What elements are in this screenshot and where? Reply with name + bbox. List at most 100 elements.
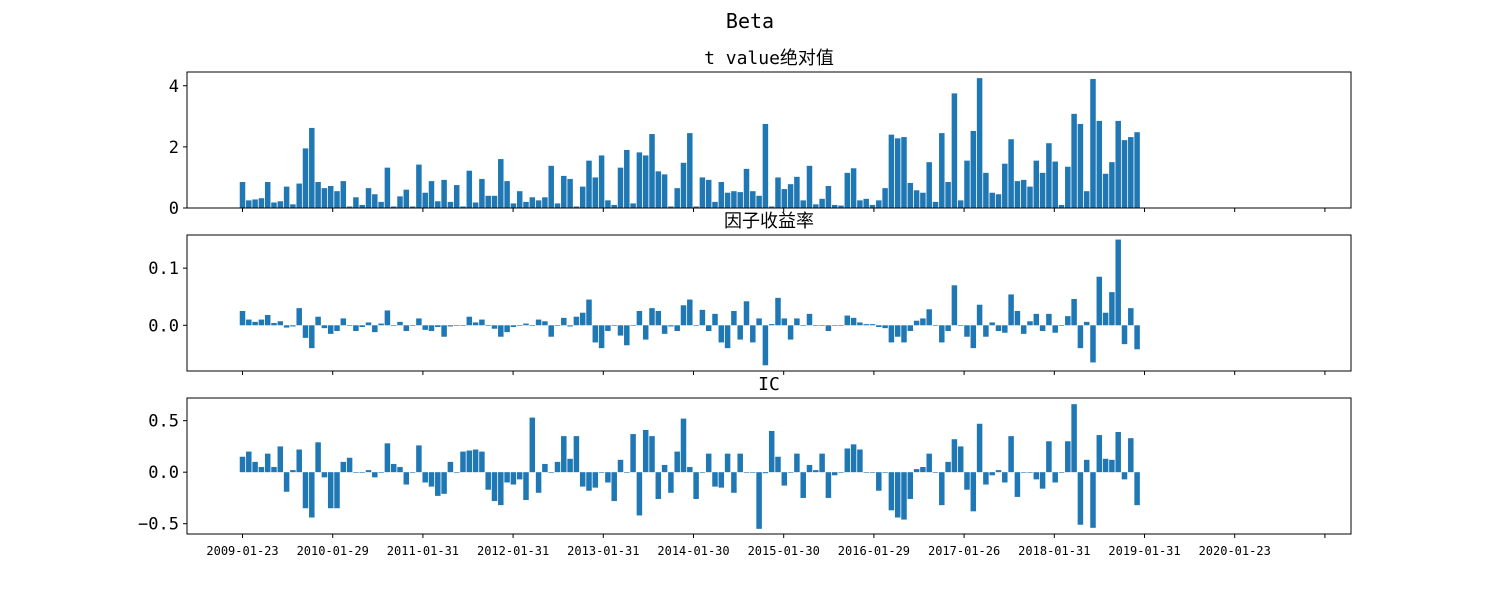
bar (681, 305, 687, 325)
bar (838, 325, 844, 326)
bar (334, 191, 340, 208)
bar (763, 325, 769, 365)
bar (548, 325, 554, 336)
bar (322, 325, 328, 328)
bar (1090, 472, 1096, 528)
bar (542, 197, 548, 208)
bar (945, 325, 951, 331)
figure-title: Beta (726, 9, 774, 33)
bar (908, 183, 914, 208)
bar (674, 452, 680, 473)
bar (889, 135, 895, 208)
bar (1109, 162, 1115, 208)
bar (693, 325, 699, 326)
bar (1115, 240, 1121, 326)
bar (322, 472, 328, 477)
bar (1040, 173, 1046, 208)
bar (479, 179, 485, 208)
bar (719, 325, 725, 342)
bar (744, 472, 750, 473)
bar (1002, 472, 1008, 482)
bar (366, 188, 372, 208)
bar (668, 472, 674, 493)
bar (1002, 164, 1008, 208)
bar (574, 317, 580, 326)
bar (404, 190, 410, 208)
x-tick-label: 2015-01-30 (748, 544, 820, 558)
bar (782, 189, 788, 208)
bar (278, 201, 284, 208)
bar (580, 187, 586, 208)
bar (939, 325, 945, 342)
bar (586, 161, 592, 208)
bar (649, 436, 655, 472)
bar (775, 457, 781, 472)
bar (989, 322, 995, 325)
bar (504, 325, 510, 332)
bar (1065, 167, 1071, 208)
bar (1115, 432, 1121, 472)
bar (296, 308, 302, 325)
bar (971, 131, 977, 208)
bar (813, 325, 819, 326)
bar (819, 199, 825, 208)
bar (1122, 472, 1128, 479)
bar (637, 472, 643, 515)
bar (1008, 436, 1014, 472)
bar (416, 445, 422, 472)
bar (920, 193, 926, 208)
bar (971, 325, 977, 348)
bar (611, 325, 617, 326)
bar (826, 186, 832, 208)
bar (952, 93, 958, 208)
x-tick-label: 2017-01-26 (928, 544, 1000, 558)
bar (1027, 187, 1033, 208)
bar (605, 200, 611, 208)
bar (542, 321, 548, 325)
bar (586, 472, 592, 491)
bar (901, 472, 907, 519)
bar (687, 300, 693, 326)
bar (378, 324, 384, 326)
subplot-title: 因子收益率 (724, 211, 814, 232)
bar (593, 472, 599, 487)
bar (448, 202, 454, 208)
y-tick-label: 0 (169, 199, 179, 219)
bar (561, 318, 567, 325)
bar (309, 472, 315, 517)
bar (567, 325, 573, 326)
bar (479, 320, 485, 326)
bar (649, 308, 655, 325)
bar (328, 325, 334, 334)
bar (983, 173, 989, 208)
x-tick-label: 2010-01-29 (297, 544, 369, 558)
bar (271, 203, 277, 209)
bar (794, 454, 800, 473)
bar (712, 314, 718, 325)
subplot-1: t value绝对值 0 2 4 (169, 48, 1351, 219)
bar (422, 193, 428, 208)
x-tick-label: 2019-01-31 (1108, 544, 1180, 558)
bar (397, 196, 403, 208)
bar (1084, 460, 1090, 472)
bar (1084, 322, 1090, 325)
bar (252, 322, 258, 325)
bar (385, 310, 391, 325)
bar (530, 197, 536, 208)
bar (1128, 137, 1134, 208)
bar (914, 190, 920, 208)
bar (870, 324, 876, 325)
y-tick-label: 0.0 (148, 316, 179, 336)
bar (857, 200, 863, 208)
bar (788, 325, 794, 339)
bar (1015, 311, 1021, 325)
bar (517, 472, 523, 479)
bar (498, 325, 504, 336)
bar (700, 310, 706, 325)
x-tick-label: 2011-01-31 (387, 544, 459, 558)
bar (517, 325, 523, 326)
bar (731, 472, 737, 493)
bar (1097, 121, 1103, 208)
bar (706, 454, 712, 473)
bar (574, 436, 580, 472)
